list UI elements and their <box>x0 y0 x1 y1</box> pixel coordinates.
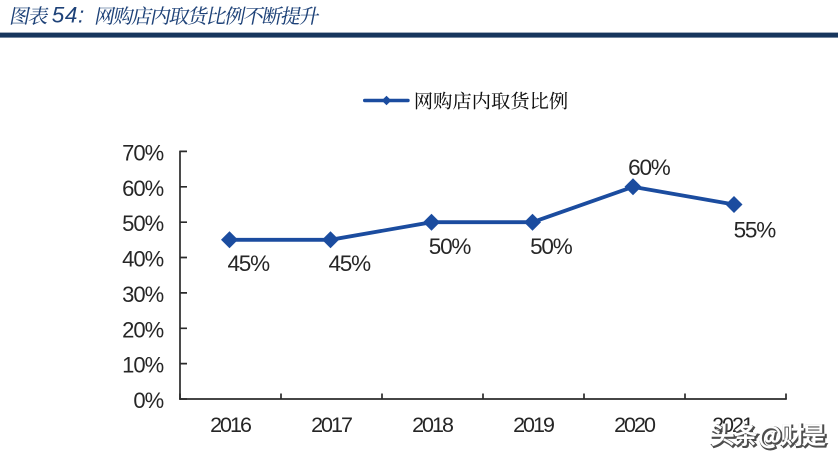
svg-text:2018: 2018 <box>412 413 454 437</box>
svg-text:55%: 55% <box>734 217 777 242</box>
svg-text:50%: 50% <box>530 234 573 259</box>
svg-text:60%: 60% <box>122 176 163 201</box>
svg-text:2020: 2020 <box>614 413 656 437</box>
svg-text:10%: 10% <box>122 353 163 378</box>
svg-text:30%: 30% <box>122 282 163 307</box>
svg-text:70%: 70% <box>122 141 163 166</box>
svg-text:20%: 20% <box>122 317 163 342</box>
svg-text:40%: 40% <box>122 247 163 272</box>
svg-text:50%: 50% <box>122 211 163 236</box>
svg-text:2019: 2019 <box>513 413 554 437</box>
svg-text:45%: 45% <box>328 251 371 276</box>
svg-text:0%: 0% <box>133 388 163 413</box>
svg-text:54:: 54: <box>52 3 85 28</box>
svg-text:45%: 45% <box>227 251 270 276</box>
svg-text:2016: 2016 <box>210 413 252 437</box>
svg-text:2017: 2017 <box>311 413 352 437</box>
svg-text:60%: 60% <box>628 155 671 180</box>
svg-text:50%: 50% <box>429 234 472 259</box>
